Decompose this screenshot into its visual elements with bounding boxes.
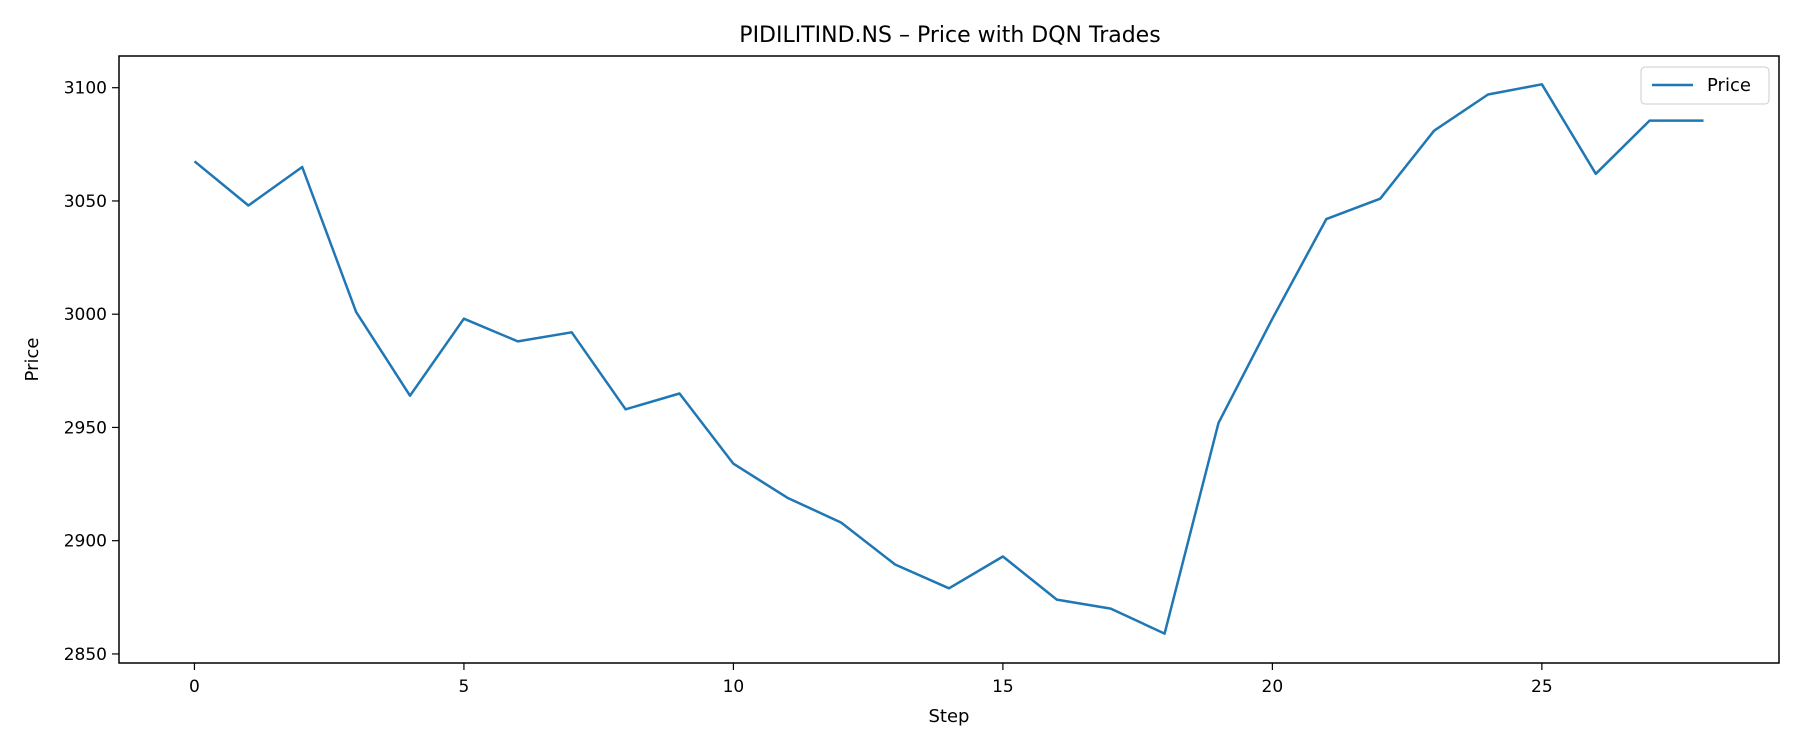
legend-label: Price bbox=[1707, 75, 1751, 96]
x-tick-label: 0 bbox=[189, 677, 200, 697]
price-line bbox=[193, 83, 1704, 635]
chart-title: PIDILITIND.NS – Price with DQN Trades bbox=[739, 23, 1160, 48]
x-tick-label: 15 bbox=[992, 677, 1014, 697]
plot-area bbox=[118, 55, 1780, 664]
y-axis-label: Price bbox=[22, 338, 43, 382]
x-tick-label: 5 bbox=[459, 677, 470, 697]
y-tick-label: 2850 bbox=[64, 645, 107, 665]
y-tick-label: 3000 bbox=[64, 305, 107, 325]
y-tick-label: 2950 bbox=[64, 418, 107, 438]
y-tick-label: 3050 bbox=[64, 192, 107, 212]
y-tick-label: 2900 bbox=[64, 532, 107, 552]
y-axis: 2850 2900 2950 3000 3050 3100 bbox=[64, 79, 119, 665]
x-axis: 0 5 10 15 20 25 bbox=[189, 663, 1553, 697]
legend-box bbox=[1640, 66, 1770, 105]
series-layer bbox=[193, 83, 1704, 635]
x-tick-label: 10 bbox=[723, 677, 745, 697]
x-tick-label: 20 bbox=[1262, 677, 1284, 697]
legend: Price bbox=[1640, 66, 1770, 105]
x-tick-label: 25 bbox=[1531, 677, 1553, 697]
x-axis-label: Step bbox=[929, 706, 970, 727]
y-tick-label: 3100 bbox=[64, 79, 107, 99]
